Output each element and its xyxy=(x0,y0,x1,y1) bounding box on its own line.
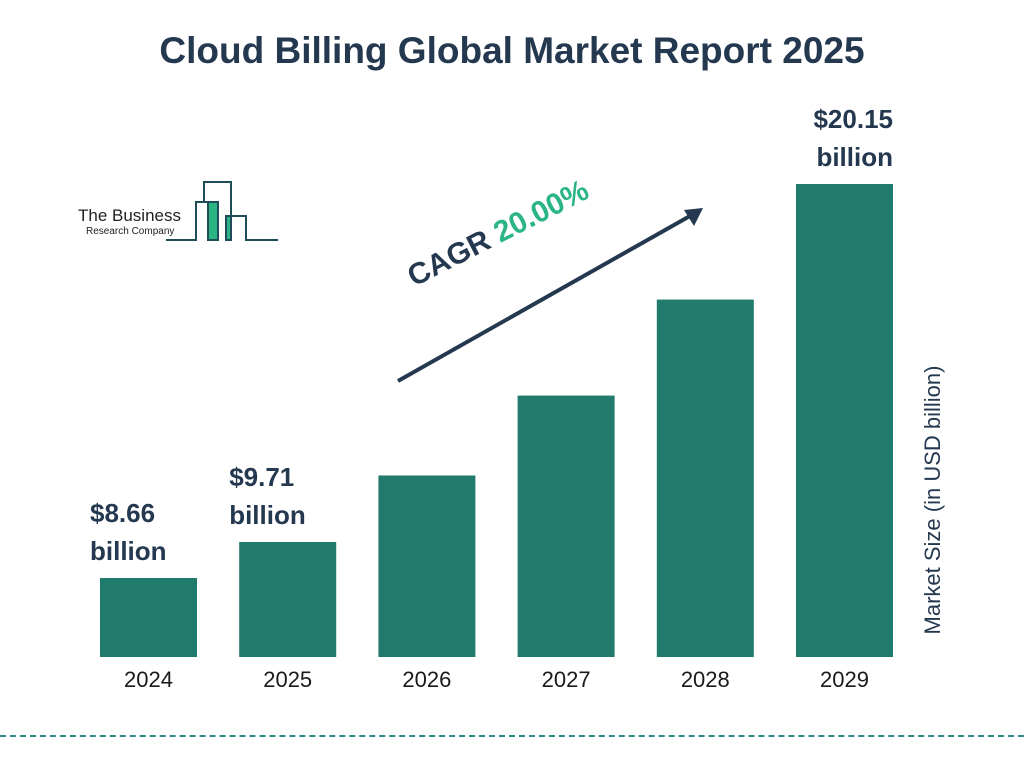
data-label: billion xyxy=(229,500,306,530)
x-tick-label: 2029 xyxy=(820,667,869,692)
x-tick-label: 2027 xyxy=(542,667,591,692)
y-axis-label: Market Size (in USD billion) xyxy=(920,365,945,635)
x-tick-label: 2025 xyxy=(263,667,312,692)
bar-2027 xyxy=(517,395,615,657)
bar-2026 xyxy=(378,475,476,657)
bar-2029 xyxy=(796,184,893,657)
x-tick-label: 2026 xyxy=(402,667,451,692)
cagr-arrowhead-icon xyxy=(684,208,703,226)
logo-text: The Business xyxy=(78,206,181,225)
bar-2028 xyxy=(656,299,754,657)
data-label: billion xyxy=(816,142,893,172)
bar-2025 xyxy=(239,541,337,657)
logo-subtext: Research Company xyxy=(86,226,175,237)
x-tick-label: 2028 xyxy=(681,667,730,692)
data-label: billion xyxy=(90,536,167,566)
bar-2024 xyxy=(100,578,197,657)
x-tick-label: 2024 xyxy=(124,667,173,692)
company-logo: The Business Research Company xyxy=(78,180,288,245)
footer-divider xyxy=(0,735,1024,737)
data-label: $9.71 xyxy=(229,462,294,492)
data-label: $20.15 xyxy=(813,104,893,134)
cagr-arrow-line xyxy=(397,210,698,383)
chart-title: Cloud Billing Global Market Report 2025 xyxy=(159,30,865,71)
data-label: $8.66 xyxy=(90,498,155,528)
logo-buildings-icon xyxy=(166,181,278,241)
